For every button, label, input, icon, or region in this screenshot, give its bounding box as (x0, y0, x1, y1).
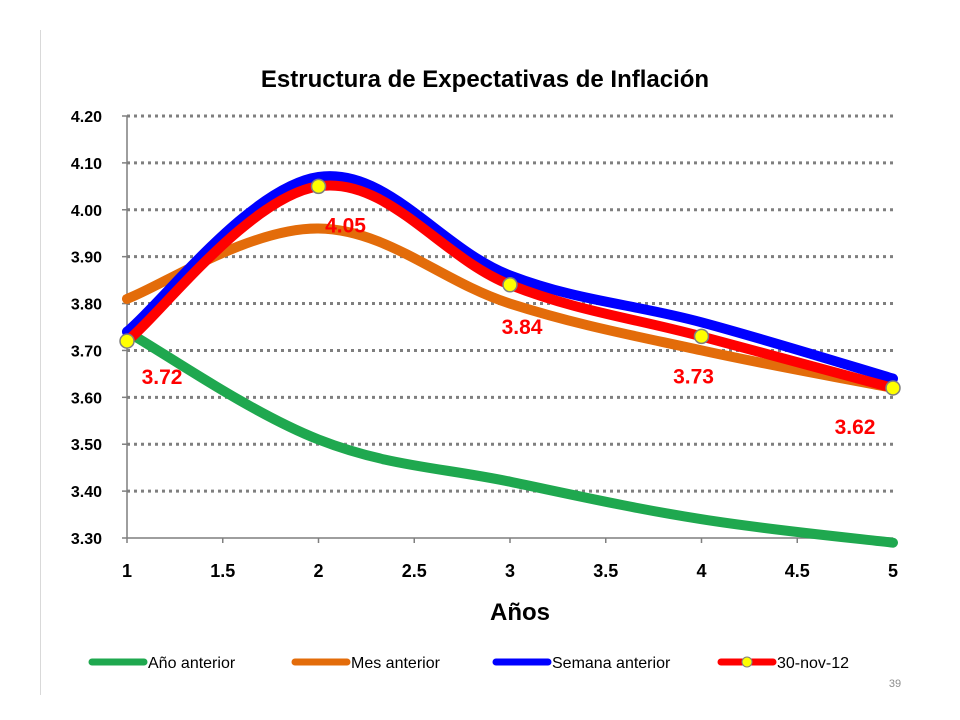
legend-label-4: 30-nov-12 (777, 655, 849, 672)
data-marker (885, 380, 901, 396)
y-tick-label: 3.60 (71, 390, 102, 407)
data-label: 3.72 (142, 366, 183, 389)
data-label: 3.73 (673, 365, 714, 388)
x-tick-label: 3 (505, 561, 515, 581)
x-tick-label: 1.5 (210, 561, 235, 581)
slide-left-border (40, 30, 41, 695)
data-labels: 3.72 4.05 3.84 3.73 3.62 (142, 214, 876, 439)
series-line-1 (122, 326, 898, 548)
data-markers (119, 178, 901, 396)
x-tick-label: 3.5 (593, 561, 618, 581)
legend: Año anterior Mes anterior Semana anterior 3… (88, 655, 849, 672)
data-marker (119, 333, 135, 349)
legend-label-2: Mes anterior (351, 655, 441, 672)
y-tick-label: 3.80 (71, 297, 102, 314)
data-label: 4.05 (325, 214, 366, 237)
data-label: 3.62 (835, 416, 876, 439)
x-tick-label: 4 (696, 561, 706, 581)
y-tick-label: 4.10 (71, 156, 102, 173)
x-tick-label: 2.5 (402, 561, 427, 581)
legend-label-3: Semana anterior (552, 655, 671, 672)
chart-title: Estructura de Expectativas de Inflación (261, 66, 709, 93)
data-label: 3.84 (502, 316, 543, 339)
y-tick-label: 4.20 (71, 109, 102, 126)
page-number: 39 (888, 678, 902, 690)
x-tick-label: 4.5 (785, 561, 810, 581)
data-marker (693, 328, 710, 345)
legend-marker (741, 656, 753, 668)
legend-label-1: Año anterior (148, 655, 236, 672)
x-tick-label: 1 (122, 561, 132, 581)
y-tick-label: 3.30 (71, 531, 102, 548)
data-marker (310, 178, 327, 195)
y-tick-label: 3.50 (71, 437, 102, 454)
tick-labels: 4.20 4.10 4.00 3.90 3.80 3.70 3.60 3.50 3.40 3.30… (71, 109, 898, 581)
y-tick-label: 3.40 (71, 484, 102, 501)
y-tick-label: 3.90 (71, 250, 102, 267)
series-line-2 (122, 223, 898, 393)
y-tick-label: 3.70 (71, 343, 102, 360)
y-tick-label: 4.00 (71, 203, 102, 220)
x-axis-title: Años (490, 599, 550, 626)
x-tick-label: 5 (888, 561, 898, 581)
series-lines (122, 171, 898, 548)
x-tick-label: 2 (313, 561, 323, 581)
data-marker (502, 277, 518, 293)
series-line-3 (122, 171, 898, 384)
